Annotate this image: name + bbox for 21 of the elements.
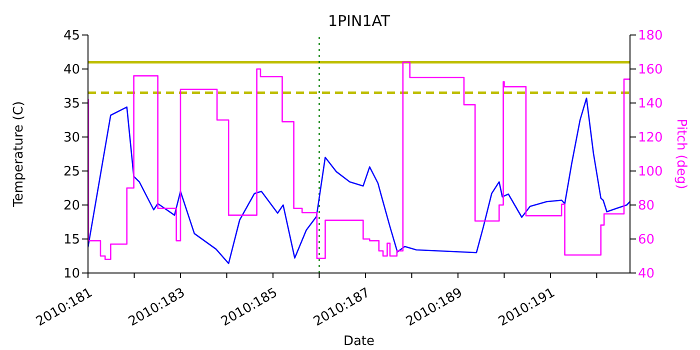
y2-tick-label: 160 (638, 62, 663, 78)
y2-tick-label: 100 (638, 164, 663, 180)
x-axis-title: Date (343, 334, 375, 349)
y2-tick-label: 120 (638, 130, 663, 146)
y2-axis-title: Pitch (deg) (673, 118, 688, 190)
y2-tick-label: 40 (638, 266, 655, 282)
y2-tick-label: 60 (638, 232, 655, 248)
y-tick-label: 10 (63, 266, 80, 282)
y-tick-label: 20 (63, 198, 80, 214)
y-axis-title: Temperature (C) (12, 101, 27, 208)
y-tick-label: 15 (63, 232, 80, 248)
y2-tick-label: 80 (638, 198, 655, 214)
y-tick-label: 30 (63, 130, 80, 146)
y-tick-label: 45 (63, 28, 80, 44)
line-series (88, 98, 630, 264)
y2-tick-label: 140 (638, 96, 663, 112)
chart-title: 1PIN1AT (326, 12, 392, 30)
y-tick-label: 35 (63, 96, 80, 112)
y-tick-label: 40 (63, 62, 80, 78)
y-tick-label: 25 (63, 164, 80, 180)
y2-tick-label: 180 (638, 28, 663, 44)
